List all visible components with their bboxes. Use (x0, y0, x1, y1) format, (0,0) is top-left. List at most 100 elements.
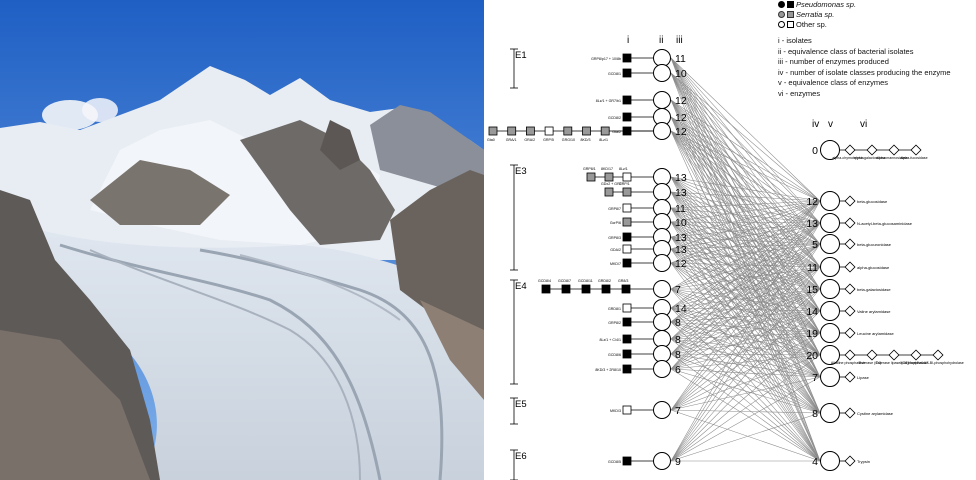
edge-line (670, 57, 821, 268)
edge-line (670, 200, 821, 411)
class-circle (653, 401, 671, 419)
bacterial-class: 14 GRD8/1 (608, 299, 687, 317)
enzyme-diamond (844, 217, 856, 229)
enzyme-label: beta-galactosidase (857, 287, 891, 292)
enzyme-diamond (844, 305, 856, 317)
edge-line (670, 236, 821, 312)
edge-line (670, 310, 821, 411)
class-circle (653, 452, 671, 470)
isolate-square (622, 203, 632, 213)
isolate-square (622, 303, 632, 313)
enzyme-count: 9 (675, 456, 681, 468)
enzyme-class-circle (820, 451, 840, 471)
isolate-label: 8KD/3 (581, 138, 591, 142)
enzyme-class: 0alpha-chymotrypsinalpha-galactosidaseal… (812, 140, 928, 160)
class-circle (653, 183, 671, 201)
enzyme-diamond (844, 455, 856, 467)
enzyme-class: 4 Trypsin (812, 451, 870, 471)
edge-line (670, 57, 821, 224)
edge-line (670, 176, 821, 312)
edge-line (670, 200, 821, 223)
edge-line (670, 353, 821, 462)
enzyme-count: 6 (675, 364, 681, 376)
edge-line (670, 266, 821, 323)
key-iv: iv - number of isolate classes producing… (778, 67, 951, 77)
enzyme-class: 15 beta-galactosidase (806, 279, 891, 299)
edge-line (670, 409, 821, 414)
group-label: E6 (515, 451, 527, 462)
edge-line (670, 368, 821, 462)
bacterial-class: 13 GDA/2 (610, 240, 687, 258)
bacterial-class: 7 GCD8/4 GCD8/7 GCD8/11 GRD8/2 GR8/3 (538, 279, 681, 298)
edge-line (670, 200, 821, 250)
isolate-square (622, 317, 632, 327)
enzyme-count: 8 (675, 349, 681, 361)
enzyme-count: 7 (675, 284, 681, 296)
enzyme-class-circle (820, 191, 840, 211)
edge-line (670, 57, 821, 245)
isolate-square (604, 187, 614, 197)
isolate-square (600, 126, 610, 136)
glacier-photo (0, 0, 484, 480)
enzyme-count: 8 (675, 317, 681, 329)
class-count: 19 (806, 328, 818, 340)
edge-line (670, 191, 821, 202)
enzyme-class-circle (820, 257, 840, 277)
edge-line (670, 222, 821, 323)
white-square-icon (787, 21, 794, 28)
bacterial-class: Gta0 GRA/1 GRA/2 GRP/5 GRG/10 8KD/3 8Lz/1 (487, 126, 653, 142)
isolate-square (622, 405, 632, 415)
isolate-square (622, 217, 632, 227)
edge-line (670, 262, 821, 378)
isolate-label: 8Lz/1 (599, 138, 608, 142)
isolate-square (526, 126, 535, 136)
edge-line (670, 99, 821, 290)
class-count: 12 (806, 196, 818, 208)
edge-line (670, 376, 821, 411)
enzyme-label: Cystine arylamidase (857, 411, 894, 416)
edge-line (670, 200, 821, 355)
edge-line (670, 99, 821, 224)
group-bracket: E1 (510, 48, 527, 89)
isolate-square (581, 284, 591, 294)
isolate-square (561, 284, 571, 294)
edge-line (670, 200, 821, 290)
isolate-label: 8Lz/1 + GR7/b1 (596, 99, 621, 103)
isolate-label: GCD8/11 (578, 279, 593, 283)
bacterial-class: 6 8KD/3 + 2R8/10 (595, 360, 681, 378)
edge-line (670, 262, 821, 334)
isolate-square (622, 68, 632, 78)
edge-line (670, 99, 821, 245)
isolate-label: GDA/2 (610, 248, 621, 252)
edge-line (670, 288, 821, 309)
bacterial-class: 8 GRP8/2 (608, 313, 681, 331)
edge-line (670, 72, 821, 462)
edge-line (670, 200, 821, 209)
enzyme-count: 8 (675, 334, 681, 346)
edge-line (670, 332, 821, 462)
edge-line (670, 207, 821, 334)
isolate-square (622, 456, 632, 466)
isolate-label: GRP/1 (619, 182, 630, 186)
key-i: i - isolates (778, 36, 812, 45)
isolate-square (622, 172, 632, 182)
class-circle (653, 64, 671, 82)
isolate-label: 8Lz/1 (619, 167, 628, 171)
edge-line (670, 99, 821, 268)
enzyme-count: 10 (675, 68, 687, 80)
isolate-square (622, 187, 632, 197)
edge-line (670, 176, 821, 202)
isolate-label: GCD8/6 (608, 353, 621, 357)
isolate-label: GCD8/5 (608, 460, 621, 464)
key-iii: iii - number of enzymes produced (778, 57, 889, 66)
class-circle (653, 49, 671, 67)
edge-line (670, 354, 821, 411)
edge-line (670, 222, 821, 264)
edge-line (670, 266, 821, 340)
legend-other: Other sp. (778, 20, 856, 30)
enzyme-diamond (844, 371, 856, 383)
isolate-label: 8Lz/1 + C/4/1 (600, 338, 621, 342)
edge-line (670, 176, 821, 462)
column-headers: i ii iii iv v vi (627, 35, 867, 130)
